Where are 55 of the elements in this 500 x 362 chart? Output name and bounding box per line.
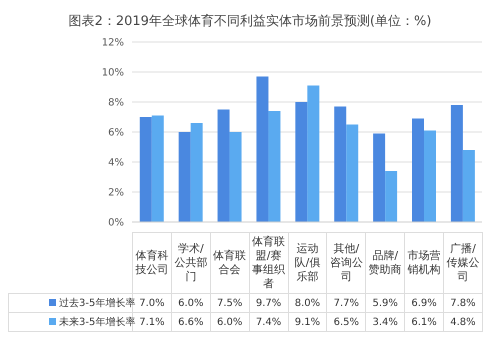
x-tick-label: 体育联盟/赛事组织者 xyxy=(249,232,288,294)
data-label: 7.7% xyxy=(326,294,366,312)
y-tick-label: 6% xyxy=(108,128,124,139)
bar xyxy=(307,86,320,222)
legend-label: 过去3-5年增长率 xyxy=(8,294,136,312)
bar xyxy=(385,171,398,222)
data-label: 8.0% xyxy=(288,294,327,312)
bar xyxy=(218,110,230,222)
data-label: 9.7% xyxy=(249,294,288,312)
bar xyxy=(373,134,386,222)
bar xyxy=(190,123,203,222)
data-label: 4.8% xyxy=(444,312,482,332)
data-label: 7.8% xyxy=(444,294,482,312)
x-tick-label: 品牌/赞助商 xyxy=(366,232,405,294)
data-label: 6.0% xyxy=(210,312,250,332)
data-label: 9.1% xyxy=(288,312,327,332)
data-label: 5.9% xyxy=(366,294,405,312)
y-tick-label: 12% xyxy=(102,38,124,49)
bar xyxy=(334,106,346,222)
data-label: 7.0% xyxy=(139,298,165,308)
chart-title: 图表2：2019年全球体育不同利益实体市场前景预测(单位：%) xyxy=(68,12,432,31)
x-tick-label: 广播/传媒公司 xyxy=(444,232,482,294)
data-label: 6.0% xyxy=(171,294,210,312)
y-tick-label: 4% xyxy=(108,158,124,169)
x-tick-label: 学术/公共部门 xyxy=(171,232,210,294)
y-tick-label: 2% xyxy=(108,188,124,199)
data-label: 6.9% xyxy=(404,294,444,312)
x-tick-label: 运动队/俱乐部 xyxy=(288,232,327,294)
bar xyxy=(295,102,308,222)
data-label: 6.5% xyxy=(326,312,366,332)
y-tick-label: 10% xyxy=(102,68,124,79)
x-tick-label: 其他/咨询公司 xyxy=(326,232,366,294)
bar xyxy=(346,124,358,222)
x-tick-label: 体育科技公司 xyxy=(132,232,172,294)
bar xyxy=(462,150,475,222)
bar xyxy=(230,132,242,222)
bar xyxy=(140,117,152,222)
data-label: 3.4% xyxy=(366,312,405,332)
data-label: 7.5% xyxy=(210,294,250,312)
bar xyxy=(412,118,424,222)
x-tick-label: 市场营销机构 xyxy=(404,232,444,294)
x-tick-label: 体育联合会 xyxy=(210,232,250,294)
data-label: 6.1% xyxy=(404,312,444,332)
y-tick-label: 8% xyxy=(108,98,124,109)
data-label: 7.1% xyxy=(139,316,165,328)
bar xyxy=(178,132,191,222)
legend-label: 未来3-5年增长率 xyxy=(8,312,136,332)
bar xyxy=(152,116,164,222)
data-label: 7.4% xyxy=(249,312,288,332)
y-tick-label: 0% xyxy=(108,218,124,229)
bar xyxy=(256,76,268,222)
bar xyxy=(268,111,280,222)
bar xyxy=(450,105,463,222)
bar xyxy=(424,130,436,222)
data-label: 6.6% xyxy=(171,312,210,332)
